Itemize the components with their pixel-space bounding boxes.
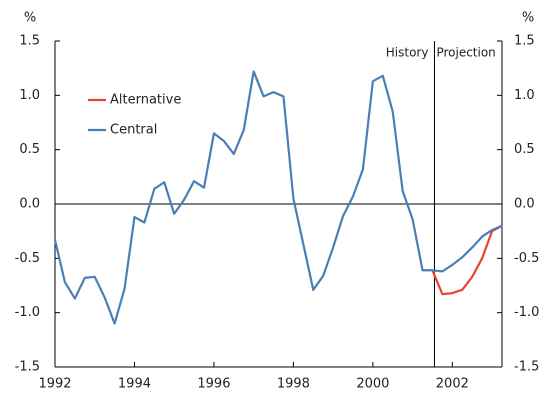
y-tick-label: 1.5 [19,34,40,49]
y-tick-label: -0.5 [15,251,40,266]
y-unit: % [24,11,36,26]
y-tick-label: -1.5 [15,360,40,375]
x-tick-label: 1998 [277,377,310,392]
y2-tick-label: -1.0 [514,305,539,320]
series-line [431,224,503,296]
x-tick-label: 1994 [118,377,151,392]
annotation: History [386,46,429,60]
y2-unit: % [522,11,534,26]
series-line [53,70,503,325]
annotation: Projection [436,46,495,60]
y2-tick-label: 0.5 [514,142,535,157]
y-tick-label: -1.0 [15,305,40,320]
y2-tick-label: -0.5 [514,251,539,266]
y2-tick-label: 1.0 [514,88,535,103]
x-tick-label: 1992 [38,377,71,392]
y2-tick-label: 1.5 [514,34,535,49]
y2-tick-label: 0.0 [514,197,535,212]
y-tick-label: 0.0 [19,197,40,212]
x-tick-label: 2002 [436,377,469,392]
y-tick-label: 0.5 [19,142,40,157]
y2-tick-label: -1.5 [514,360,539,375]
legend-label: Central [110,123,157,138]
x-tick-label: 1996 [197,377,230,392]
legend-label: Alternative [110,93,181,108]
y-tick-label: 1.0 [19,88,40,103]
x-tick-label: 2000 [356,377,389,392]
